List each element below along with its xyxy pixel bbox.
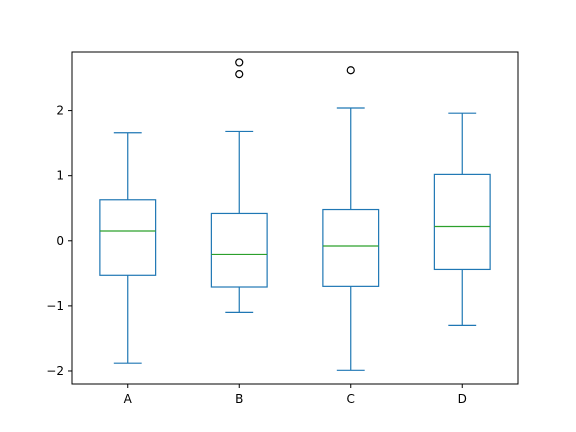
x-tick-label: B: [235, 392, 243, 406]
iqr-box: [322, 208, 380, 287]
x-tick-label: A: [124, 392, 133, 406]
boxes-layer: [99, 58, 491, 371]
box-a: [99, 132, 157, 364]
y-tick-label: −2: [46, 364, 64, 378]
box-b: [210, 58, 268, 313]
y-axis: −2 −1 0 1 2: [46, 104, 72, 378]
plot-frame: [71, 51, 519, 385]
outlier-point: [235, 70, 244, 79]
y-tick-label: 0: [56, 234, 64, 248]
outlier-point: [235, 58, 244, 67]
x-tick-label: D: [458, 392, 467, 406]
outlier-point: [346, 66, 355, 75]
y-tick-label: 1: [56, 169, 64, 183]
box-c: [322, 66, 380, 371]
iqr-box: [433, 173, 491, 271]
y-tick-label: −1: [46, 299, 64, 313]
box-d: [433, 112, 491, 327]
iqr-box: [210, 212, 268, 288]
x-tick-label: C: [347, 392, 355, 406]
iqr-box: [99, 199, 157, 276]
y-tick-label: 2: [56, 104, 64, 118]
x-axis: A B C D: [124, 384, 467, 406]
plot-area: [72, 52, 518, 384]
